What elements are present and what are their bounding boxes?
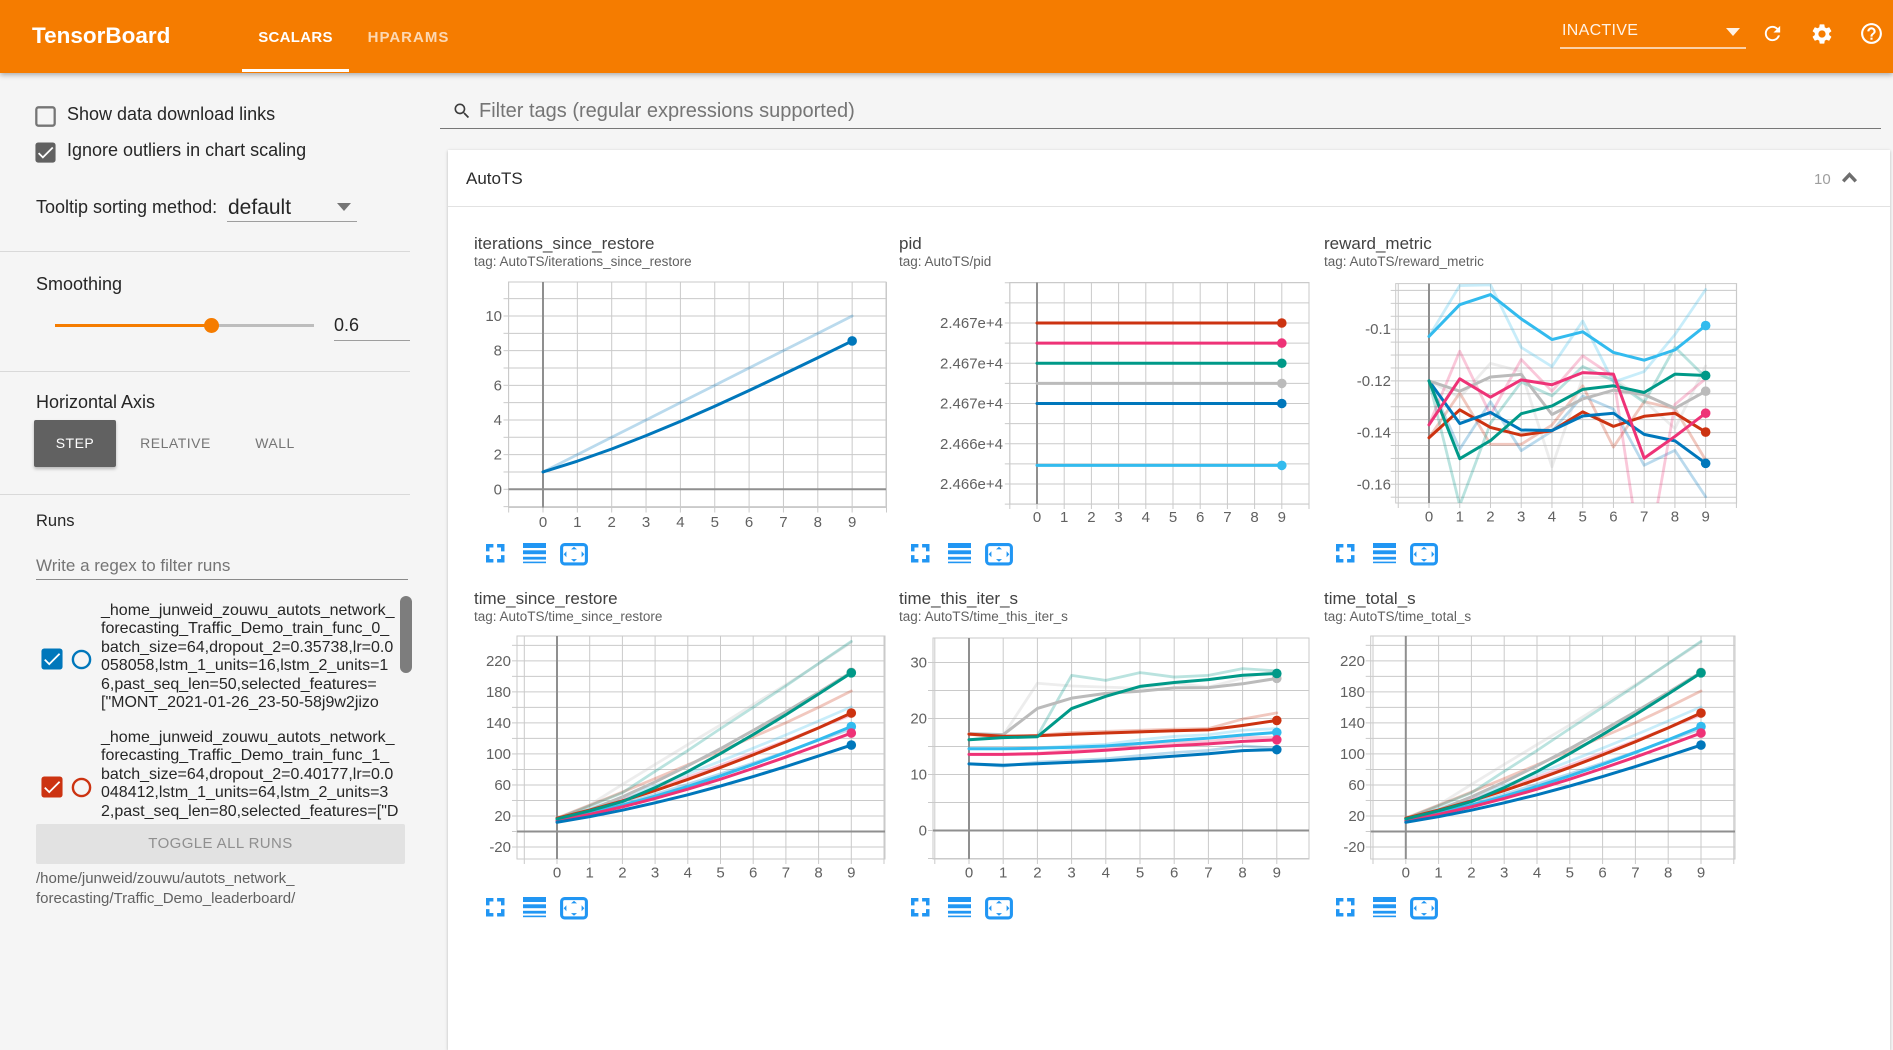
svg-text:5: 5	[716, 865, 724, 882]
svg-text:6: 6	[1598, 865, 1606, 882]
svg-text:220: 220	[486, 653, 511, 670]
svg-text:9: 9	[1697, 865, 1705, 882]
svg-text:4: 4	[494, 412, 502, 429]
svg-text:100: 100	[1340, 746, 1365, 763]
svg-text:7: 7	[782, 865, 790, 882]
svg-text:0: 0	[1402, 865, 1410, 882]
svg-text:6: 6	[745, 514, 753, 531]
svg-text:6: 6	[1609, 509, 1617, 526]
svg-text:60: 60	[494, 777, 511, 794]
svg-text:2: 2	[1087, 509, 1095, 526]
svg-text:7: 7	[1640, 509, 1648, 526]
svg-text:30: 30	[910, 655, 927, 672]
svg-text:4: 4	[684, 865, 692, 882]
svg-text:1: 1	[1060, 509, 1068, 526]
svg-text:-20: -20	[1343, 839, 1365, 856]
svg-text:5: 5	[1566, 865, 1574, 882]
svg-text:8: 8	[1664, 865, 1672, 882]
svg-text:7: 7	[779, 514, 787, 531]
svg-text:1: 1	[999, 865, 1007, 882]
svg-text:0: 0	[919, 823, 927, 840]
svg-text:1: 1	[586, 865, 594, 882]
svg-text:10: 10	[910, 767, 927, 784]
svg-text:4: 4	[1533, 865, 1541, 882]
svg-text:0: 0	[1425, 509, 1433, 526]
svg-text:60: 60	[1348, 777, 1365, 794]
svg-text:5: 5	[1136, 865, 1144, 882]
svg-text:140: 140	[1340, 715, 1365, 732]
svg-text:140: 140	[486, 715, 511, 732]
svg-text:3: 3	[1067, 865, 1075, 882]
svg-text:180: 180	[1340, 684, 1365, 701]
svg-text:9: 9	[847, 865, 855, 882]
svg-text:9: 9	[848, 514, 856, 531]
svg-text:2.467e+4: 2.467e+4	[940, 315, 1003, 332]
svg-text:6: 6	[1196, 509, 1204, 526]
svg-text:-0.1: -0.1	[1365, 321, 1391, 338]
svg-text:3: 3	[1500, 865, 1508, 882]
svg-text:8: 8	[1238, 865, 1246, 882]
svg-text:8: 8	[1250, 509, 1258, 526]
svg-text:8: 8	[814, 514, 822, 531]
svg-text:100: 100	[486, 746, 511, 763]
svg-text:9: 9	[1701, 509, 1709, 526]
svg-text:4: 4	[676, 514, 684, 531]
svg-text:8: 8	[1671, 509, 1679, 526]
svg-text:4: 4	[1548, 509, 1556, 526]
svg-text:20: 20	[1348, 808, 1365, 825]
svg-text:2: 2	[608, 514, 616, 531]
svg-text:20: 20	[494, 808, 511, 825]
svg-text:4: 4	[1102, 865, 1110, 882]
svg-text:-0.16: -0.16	[1357, 476, 1391, 493]
svg-text:2: 2	[1467, 865, 1475, 882]
svg-text:0: 0	[494, 481, 502, 498]
svg-text:2: 2	[1033, 865, 1041, 882]
svg-text:180: 180	[486, 684, 511, 701]
svg-text:9: 9	[1273, 865, 1281, 882]
svg-text:0: 0	[553, 865, 561, 882]
svg-text:2.467e+4: 2.467e+4	[940, 396, 1003, 413]
svg-text:7: 7	[1204, 865, 1212, 882]
svg-text:-0.14: -0.14	[1357, 425, 1391, 442]
svg-text:6: 6	[1170, 865, 1178, 882]
svg-text:7: 7	[1631, 865, 1639, 882]
svg-text:4: 4	[1142, 509, 1150, 526]
svg-text:9: 9	[1278, 509, 1286, 526]
svg-text:5: 5	[711, 514, 719, 531]
svg-text:2.466e+4: 2.466e+4	[940, 476, 1003, 493]
svg-text:-0.12: -0.12	[1357, 373, 1391, 390]
svg-text:6: 6	[749, 865, 757, 882]
svg-text:8: 8	[814, 865, 822, 882]
svg-text:20: 20	[910, 711, 927, 728]
svg-text:6: 6	[494, 377, 502, 394]
svg-text:2: 2	[494, 447, 502, 464]
svg-text:5: 5	[1169, 509, 1177, 526]
svg-text:0: 0	[965, 865, 973, 882]
svg-text:2.466e+4: 2.466e+4	[940, 436, 1003, 453]
svg-text:1: 1	[1456, 509, 1464, 526]
svg-text:8: 8	[494, 343, 502, 360]
svg-text:1: 1	[1434, 865, 1442, 882]
svg-text:7: 7	[1223, 509, 1231, 526]
svg-text:3: 3	[1114, 509, 1122, 526]
svg-text:3: 3	[651, 865, 659, 882]
svg-text:10: 10	[485, 308, 502, 325]
svg-text:2: 2	[618, 865, 626, 882]
svg-text:1: 1	[573, 514, 581, 531]
svg-text:2.467e+4: 2.467e+4	[940, 355, 1003, 372]
svg-text:5: 5	[1579, 509, 1587, 526]
svg-text:3: 3	[1517, 509, 1525, 526]
svg-text:220: 220	[1340, 653, 1365, 670]
svg-text:-20: -20	[489, 839, 511, 856]
svg-text:0: 0	[1033, 509, 1041, 526]
svg-text:3: 3	[642, 514, 650, 531]
svg-text:0: 0	[539, 514, 547, 531]
svg-text:2: 2	[1486, 509, 1494, 526]
